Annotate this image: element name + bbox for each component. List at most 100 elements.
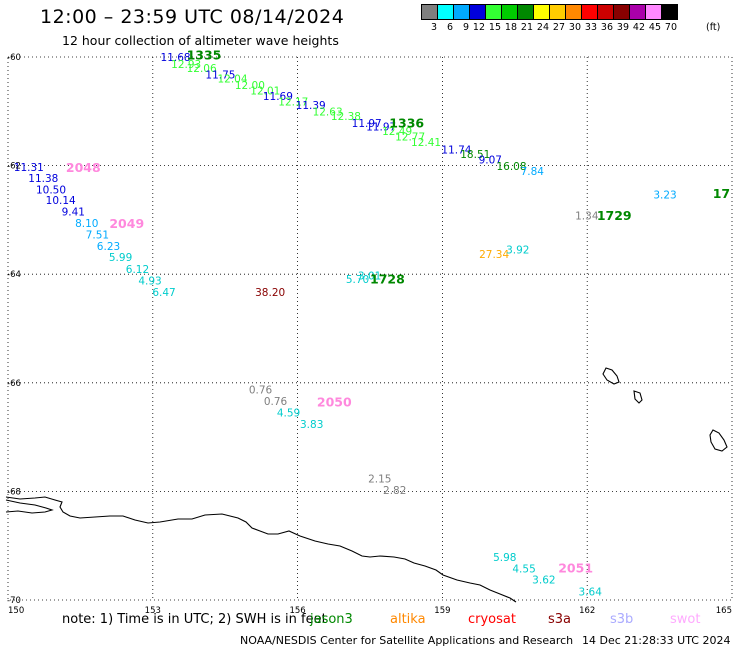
longitude-label: 162 <box>579 606 595 616</box>
latitude-label: -62 <box>7 162 21 172</box>
pass-number-label: 1335 <box>187 48 222 63</box>
pass-number-label: 17 <box>713 186 730 201</box>
footer-note: note: 1) Time is in UTC; 2) SWH is in fe… <box>62 612 327 627</box>
wave-height-value: 6.47 <box>152 287 175 299</box>
legend-label: 36 <box>600 22 613 33</box>
wave-height-value: 5.98 <box>493 552 516 564</box>
pass-number-label: 2049 <box>109 216 144 231</box>
wave-height-value: 2.82 <box>383 485 406 497</box>
wave-height-value: 10.50 <box>36 184 66 196</box>
wave-height-value: 16.08 <box>496 161 526 173</box>
wave-height-value: 7.84 <box>521 166 545 178</box>
generated-timestamp: 14 Dec 21:28:33 UTC 2024 <box>582 634 731 647</box>
longitude-label: 156 <box>289 606 305 616</box>
wave-height-value: 12.38 <box>331 111 361 123</box>
longitude-label: 159 <box>434 606 450 616</box>
legend-label: 21 <box>520 22 533 33</box>
wave-height-value: 4.59 <box>277 407 300 419</box>
legend-label: 3 <box>430 22 437 33</box>
pass-number-label: 1728 <box>370 271 405 286</box>
island-middle <box>633 390 643 404</box>
pass-number-label: 1336 <box>389 116 424 131</box>
wave-height-value: 4.55 <box>512 563 535 575</box>
wave-height-value: 27.34 <box>479 249 509 261</box>
wave-height-value: 2.15 <box>368 474 391 486</box>
pass-number-label: 2050 <box>317 395 352 410</box>
latitude-label: -66 <box>7 379 21 389</box>
wave-height-value: 7.51 <box>86 229 109 241</box>
map-subtitle: 12 hour collection of altimeter wave hei… <box>62 33 339 48</box>
legend-label: 33 <box>584 22 597 33</box>
wave-height-value: 9.41 <box>62 207 85 219</box>
wave-height-value: 12.77 <box>395 132 425 144</box>
legend-swatch <box>661 4 678 20</box>
credit-line: NOAA/NESDIS Center for Satellite Applica… <box>240 634 574 647</box>
wave-height-value: 4.93 <box>138 276 161 288</box>
graticule <box>7 56 733 601</box>
map-frame <box>7 56 733 601</box>
mission-label: s3b <box>610 612 634 627</box>
wave-height-value: 12.01 <box>250 85 280 97</box>
wave-height-value: 11.38 <box>28 173 58 185</box>
legend-label: 18 <box>504 22 517 33</box>
wave-height-value: 3.83 <box>300 419 323 431</box>
legend-unit: (ft) <box>706 22 721 33</box>
legend-label: 39 <box>616 22 629 33</box>
antarctic-coastline <box>5 496 517 603</box>
island-south <box>709 429 728 452</box>
mission-label: altika <box>390 612 426 627</box>
legend-label: 9 <box>462 22 469 33</box>
wave-height-value: 10.14 <box>46 195 76 207</box>
wave-height-value: 11.74 <box>441 145 471 157</box>
latitude-label: -70 <box>7 596 21 606</box>
legend-label: 30 <box>568 22 581 33</box>
latitude-label: -64 <box>7 270 21 280</box>
legend-label: 6 <box>446 22 453 33</box>
coastline-inlet <box>5 499 54 514</box>
wave-height-value: 11.39 <box>296 100 326 112</box>
wave-height-value: 12.93 <box>171 59 201 71</box>
pass-number-label: 2048 <box>66 160 101 175</box>
wave-height-value: 12.04 <box>217 74 247 86</box>
pass-number-label: 1729 <box>597 208 632 223</box>
wave-height-value: 11.97 <box>352 118 382 130</box>
legend-label: 42 <box>632 22 645 33</box>
wave-height-value: 6.12 <box>126 264 149 276</box>
wave-height-value: 3.62 <box>532 575 555 587</box>
wave-height-value: 5.99 <box>109 252 132 264</box>
wave-height-value: 1.34 <box>575 210 599 222</box>
wave-height-value: 12.00 <box>235 80 265 92</box>
wave-height-value: 12.17 <box>278 96 308 108</box>
coastline <box>5 367 728 603</box>
wave-height-value: 12.49 <box>382 126 412 138</box>
wave-height-value: 8.10 <box>75 218 98 230</box>
mission-label: jason3 <box>310 612 353 627</box>
island-north <box>602 367 620 385</box>
wave-height-value: 11.75 <box>205 70 235 82</box>
wave-height-value: 3.92 <box>506 245 529 257</box>
wave-height-value: 12.63 <box>313 107 343 119</box>
wave-height-value: 3.01 <box>358 271 381 283</box>
mission-label: s3a <box>548 612 572 627</box>
observation-layer: 11.6812.9312.0611.7512.0412.0012.0111.69… <box>14 52 677 599</box>
wave-height-value: 11.97 <box>366 121 396 133</box>
wave-height-value: 38.20 <box>255 287 285 299</box>
pass-label-layer: 1335 1336 1729 17 1728 2048 2049 2050 2051 <box>66 48 730 576</box>
legend-label: 24 <box>536 22 549 33</box>
longitude-label: 150 <box>8 606 24 616</box>
wave-height-value: 11.69 <box>263 91 293 103</box>
color-legend: 3 6 9 12 15 18 21 24 27 30 33 36 39 42 45 70 (ft) <box>421 4 720 33</box>
wave-height-value: 18.51 <box>460 149 490 161</box>
map-title: 12:00 – 23:59 UTC 08/14/2024 <box>40 6 345 28</box>
latitude-label: -68 <box>7 487 21 497</box>
wave-height-value: 3.64 <box>579 587 603 599</box>
longitude-label: 153 <box>145 606 161 616</box>
latitude-label: -60 <box>7 53 21 63</box>
wave-height-value: 0.76 <box>249 385 273 397</box>
wave-height-value: 12.06 <box>187 63 217 75</box>
legend-labels: 3 6 9 12 15 18 21 24 27 30 33 36 39 42 45 70 <box>421 22 677 33</box>
wave-height-value: 5.70 <box>346 274 369 286</box>
wave-height-value: 11.68 <box>161 52 191 64</box>
